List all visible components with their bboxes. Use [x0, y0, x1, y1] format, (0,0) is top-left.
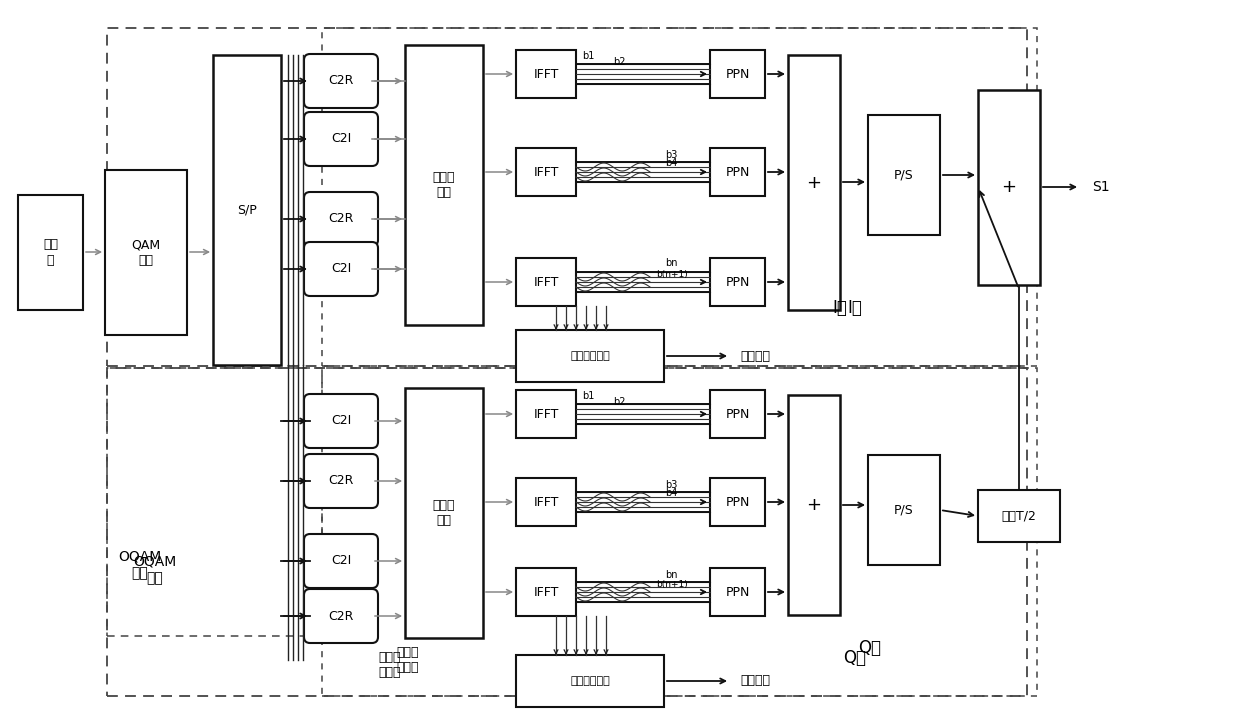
Text: 延时T/2: 延时T/2	[1001, 510, 1037, 523]
Text: IFFT: IFFT	[533, 67, 559, 80]
Bar	[710, 478, 764, 526]
Text: IFFT: IFFT	[533, 275, 559, 288]
Text: +: +	[807, 174, 821, 192]
Text: S/P: S/P	[237, 203, 256, 216]
Text: IFFT: IFFT	[533, 408, 559, 421]
Bar	[107, 368, 1027, 696]
Text: b1: b1	[582, 51, 595, 61]
FancyBboxPatch shape	[304, 454, 378, 508]
Text: b4: b4	[665, 158, 678, 168]
FancyBboxPatch shape	[304, 534, 378, 588]
Text: P/S: P/S	[895, 168, 914, 181]
Text: +: +	[1001, 179, 1016, 197]
Text: 数据
源: 数据 源	[43, 239, 58, 267]
Bar	[710, 148, 764, 196]
Bar	[405, 388, 483, 638]
FancyBboxPatch shape	[304, 112, 378, 166]
Text: P/S: P/S	[895, 503, 914, 516]
Bar	[869, 455, 940, 565]
Text: C2I: C2I	[331, 262, 351, 275]
Bar	[107, 28, 1027, 366]
Text: PPN: PPN	[725, 275, 750, 288]
Bar	[978, 90, 1040, 285]
Bar	[869, 115, 940, 235]
Text: OQAM
调制: OQAM 调制	[119, 550, 161, 580]
Text: IFFT: IFFT	[533, 495, 559, 508]
Text: bn: bn	[665, 570, 678, 580]
Text: QAM
调制: QAM 调制	[131, 239, 161, 267]
Bar	[19, 195, 83, 310]
Text: C2R: C2R	[328, 213, 353, 226]
Text: b3: b3	[665, 150, 678, 160]
Text: 最优相位搜索: 最优相位搜索	[570, 351, 610, 361]
FancyBboxPatch shape	[304, 54, 378, 108]
Text: b2: b2	[613, 57, 626, 67]
Text: 边带信息: 边带信息	[740, 675, 769, 688]
Text: PPN: PPN	[725, 408, 750, 421]
Text: 综合滤
波器组: 综合滤 波器组	[379, 651, 401, 679]
Text: b4: b4	[665, 488, 678, 498]
Text: IFFT: IFFT	[533, 166, 559, 179]
Text: b3: b3	[665, 480, 678, 490]
Text: 数据块
划分: 数据块 划分	[432, 499, 455, 527]
Bar	[788, 395, 840, 615]
Bar	[105, 170, 187, 335]
Text: C2I: C2I	[331, 555, 351, 568]
Bar	[107, 368, 322, 636]
Text: b2: b2	[613, 397, 626, 407]
Text: C2I: C2I	[331, 132, 351, 145]
Text: +: +	[807, 496, 821, 514]
Text: Q路: Q路	[859, 639, 881, 657]
Bar	[788, 55, 840, 310]
Text: bn: bn	[665, 258, 678, 268]
Bar	[710, 50, 764, 98]
Text: C2R: C2R	[328, 474, 353, 487]
Text: 数据块
划分: 数据块 划分	[432, 171, 455, 199]
FancyBboxPatch shape	[304, 242, 378, 296]
Text: b1: b1	[582, 391, 595, 401]
Bar	[978, 490, 1061, 542]
Bar	[710, 568, 764, 616]
FancyBboxPatch shape	[304, 589, 378, 643]
Bar	[515, 148, 576, 196]
Text: b(n+1): b(n+1)	[655, 581, 688, 589]
Text: PPN: PPN	[725, 495, 750, 508]
Text: b(n+1): b(n+1)	[655, 270, 688, 280]
Text: C2R: C2R	[328, 609, 353, 623]
Bar	[710, 390, 764, 438]
Text: IFFT: IFFT	[533, 586, 559, 599]
Bar	[515, 655, 664, 707]
Text: PPN: PPN	[725, 586, 750, 599]
Bar	[515, 478, 576, 526]
Text: C2I: C2I	[331, 414, 351, 427]
Bar	[515, 50, 576, 98]
Text: OQAM
调制: OQAM 调制	[134, 555, 177, 585]
Bar	[322, 368, 1037, 696]
Text: I路: I路	[847, 299, 862, 317]
Text: 最优相位搜索: 最优相位搜索	[570, 676, 610, 686]
Bar	[515, 258, 576, 306]
Text: 综合滤
波器组: 综合滤 波器组	[396, 646, 419, 674]
Bar	[213, 55, 281, 365]
Text: PPN: PPN	[725, 67, 750, 80]
Bar	[710, 258, 764, 306]
Text: I路: I路	[833, 299, 847, 317]
Text: 边带信息: 边带信息	[740, 349, 769, 362]
Text: C2R: C2R	[328, 74, 353, 87]
Text: PPN: PPN	[725, 166, 750, 179]
Bar	[515, 330, 664, 382]
Bar	[322, 28, 1037, 366]
Bar	[515, 390, 576, 438]
Text: Q路: Q路	[844, 649, 866, 667]
FancyBboxPatch shape	[304, 394, 378, 448]
Bar	[405, 45, 483, 325]
Text: S1: S1	[1092, 180, 1110, 194]
FancyBboxPatch shape	[304, 192, 378, 246]
Bar	[515, 568, 576, 616]
